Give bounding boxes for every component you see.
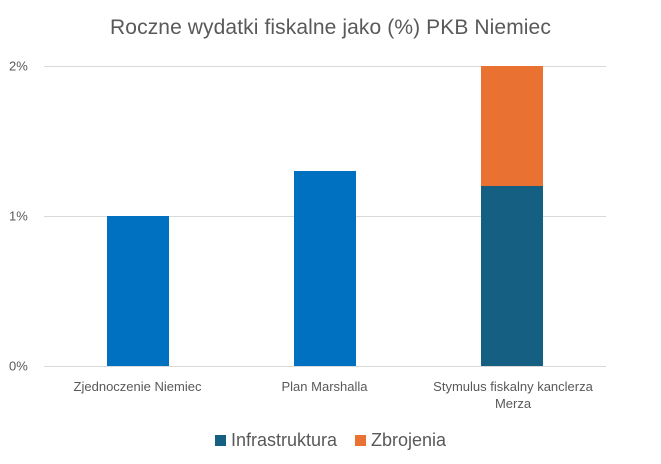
bar-plan-marshalla[interactable] — [294, 171, 356, 366]
legend-label: Infrastruktura — [230, 430, 337, 450]
legend-swatch-zbrojenia — [355, 435, 366, 446]
legend-item-zbrojenia[interactable]: Zbrojenia — [355, 430, 446, 451]
y-tick-2: 2% — [9, 58, 28, 74]
legend-label: Zbrojenia — [371, 430, 447, 450]
plot-area — [44, 66, 606, 367]
bar-zjednoczenie-niemiec[interactable] — [107, 216, 169, 366]
y-tick-1: 1% — [9, 208, 28, 224]
x-label-merz: Stymulus fiskalny kanclerza Merza — [433, 379, 593, 411]
chart-title: Roczne wydatki fiskalne jako (%) PKB Nie… — [110, 16, 551, 39]
gridline-2 — [44, 66, 606, 67]
segment-zbrojenia[interactable] — [481, 66, 543, 186]
bar-stymulus-merza[interactable] — [481, 66, 543, 366]
legend-item-infrastruktura[interactable]: Infrastruktura — [214, 430, 337, 451]
x-label-marshall: Plan Marshalla — [281, 379, 368, 394]
gridline-0 — [44, 366, 606, 367]
segment-infrastruktura[interactable] — [481, 186, 543, 366]
legend-swatch-infrastruktura — [214, 435, 226, 446]
x-label-zjednoczenie: Zjednoczenie Niemiec — [73, 379, 202, 394]
y-tick-0: 0% — [9, 358, 28, 374]
legend: Infrastruktura Zbrojenia — [0, 430, 661, 451]
